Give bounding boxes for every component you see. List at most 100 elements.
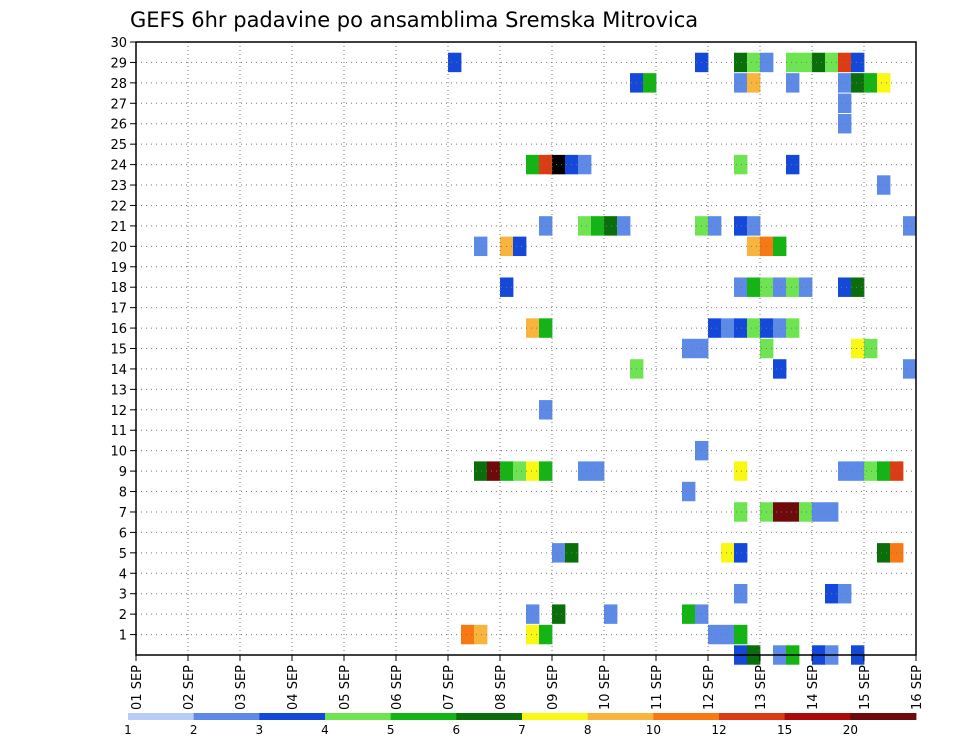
heatmap-cell xyxy=(903,359,917,379)
heatmap-cell xyxy=(786,277,800,297)
heatmap-cell xyxy=(877,175,891,195)
y-tick-label: 1 xyxy=(119,629,127,644)
x-tick-label: 11 SEP xyxy=(650,665,665,710)
y-tick-label: 22 xyxy=(110,199,127,214)
heatmap-cell xyxy=(747,318,761,338)
heatmap-cell xyxy=(747,52,761,73)
heatmap-cell xyxy=(786,502,800,522)
heatmap-cell xyxy=(864,461,878,481)
heatmap-cell xyxy=(851,52,865,73)
y-tick-label: 13 xyxy=(110,383,127,398)
heatmap-cell xyxy=(474,461,488,481)
x-axis-ticks: 01 SEP 02 SEP 03 SEP 04 SEP 05 SEP 06 SEP 07 S… xyxy=(130,655,925,710)
heatmap-cell xyxy=(526,624,540,645)
heatmap-cell xyxy=(448,52,462,73)
heatmap-cell xyxy=(526,461,540,481)
y-tick-label: 7 xyxy=(119,506,127,521)
heatmap-cell xyxy=(578,461,592,481)
heatmap-cell xyxy=(721,318,735,338)
heatmap-cell xyxy=(851,277,865,297)
y-tick-label: 26 xyxy=(110,118,127,133)
x-tick-label: 15 SEP xyxy=(858,665,873,710)
legend-tick-label: 6 xyxy=(453,723,461,737)
heatmap-cell xyxy=(604,604,618,624)
heatmap-cell xyxy=(721,543,735,563)
heatmap-cell xyxy=(643,73,657,93)
heatmap-cell xyxy=(708,216,722,236)
heatmap-cell xyxy=(786,154,800,175)
heatmap-cell xyxy=(526,604,540,624)
heatmap-cell xyxy=(682,481,696,502)
legend-tick-label: 7 xyxy=(518,723,526,737)
heatmap-cell xyxy=(617,216,631,236)
y-tick-label: 17 xyxy=(110,302,127,317)
legend-swatch xyxy=(325,713,392,720)
y-tick-label: 19 xyxy=(110,261,127,276)
heatmap-cell xyxy=(773,277,787,297)
heatmap-cell xyxy=(734,73,748,93)
heatmap-cell xyxy=(539,216,553,236)
heatmap-cell xyxy=(591,216,605,236)
y-tick-label: 25 xyxy=(110,138,127,153)
heatmap-cell xyxy=(734,216,748,236)
y-tick-label: 5 xyxy=(119,547,127,562)
heatmap-cell xyxy=(877,461,891,481)
legend-swatch xyxy=(128,713,195,720)
heatmap-cell xyxy=(513,236,527,257)
heatmap-cell xyxy=(734,52,748,73)
y-tick-label: 2 xyxy=(119,608,127,623)
x-tick-label: 03 SEP xyxy=(234,665,249,710)
heatmap-cell xyxy=(734,502,748,522)
heatmap-cell xyxy=(838,93,852,114)
heatmap-cell xyxy=(734,461,748,481)
legend-tick-label: 12 xyxy=(711,723,726,737)
legend-swatch xyxy=(456,713,523,720)
heatmap-cell xyxy=(552,154,566,175)
legend-swatch xyxy=(784,713,851,720)
heatmap-cell xyxy=(747,216,761,236)
heatmap-cell xyxy=(773,236,787,257)
heatmap-cell xyxy=(747,73,761,93)
heatmap-cell xyxy=(773,359,787,379)
cells-layer xyxy=(448,52,917,665)
y-tick-label: 21 xyxy=(110,220,127,235)
y-tick-label: 16 xyxy=(110,322,127,337)
heatmap-cell xyxy=(747,236,761,257)
y-tick-label: 27 xyxy=(110,97,127,112)
y-tick-label: 8 xyxy=(119,486,127,501)
heatmap-cell xyxy=(838,52,852,73)
heatmap-cell xyxy=(851,73,865,93)
y-tick-label: 6 xyxy=(119,526,127,541)
y-tick-label: 29 xyxy=(110,56,127,71)
x-tick-label: 14 SEP xyxy=(806,665,821,710)
heatmap-cell xyxy=(539,400,553,420)
y-tick-label: 4 xyxy=(119,567,127,582)
x-tick-label: 09 SEP xyxy=(546,665,561,710)
grid-layer xyxy=(136,41,916,655)
x-tick-label: 04 SEP xyxy=(286,665,301,710)
heatmap-cell xyxy=(682,338,696,359)
y-tick-label: 18 xyxy=(110,281,127,296)
legend-swatch xyxy=(522,713,589,720)
heatmap-cell xyxy=(474,236,488,257)
heatmap-cell xyxy=(734,277,748,297)
heatmap-cell xyxy=(773,502,787,522)
heatmap-cell xyxy=(487,461,501,481)
heatmap-cell xyxy=(552,543,566,563)
x-tick-label: 08 SEP xyxy=(494,665,509,710)
heatmap-cell xyxy=(526,154,540,175)
legend-swatch xyxy=(850,713,917,720)
heatmap-cell xyxy=(552,604,566,624)
legend-tick-label: 8 xyxy=(584,723,592,737)
heatmap-cell xyxy=(526,318,540,338)
x-tick-label: 10 SEP xyxy=(598,665,613,710)
x-tick-label: 13 SEP xyxy=(754,665,769,710)
chart-title: GEFS 6hr padavine po ansamblima Sremska … xyxy=(130,8,698,32)
heatmap-cell xyxy=(708,318,722,338)
heatmap-cell xyxy=(877,543,891,563)
heatmap-cell xyxy=(799,52,813,73)
heatmap-cell xyxy=(539,318,553,338)
y-tick-label: 24 xyxy=(110,159,127,174)
legend-tick-label: 1 xyxy=(124,723,132,737)
